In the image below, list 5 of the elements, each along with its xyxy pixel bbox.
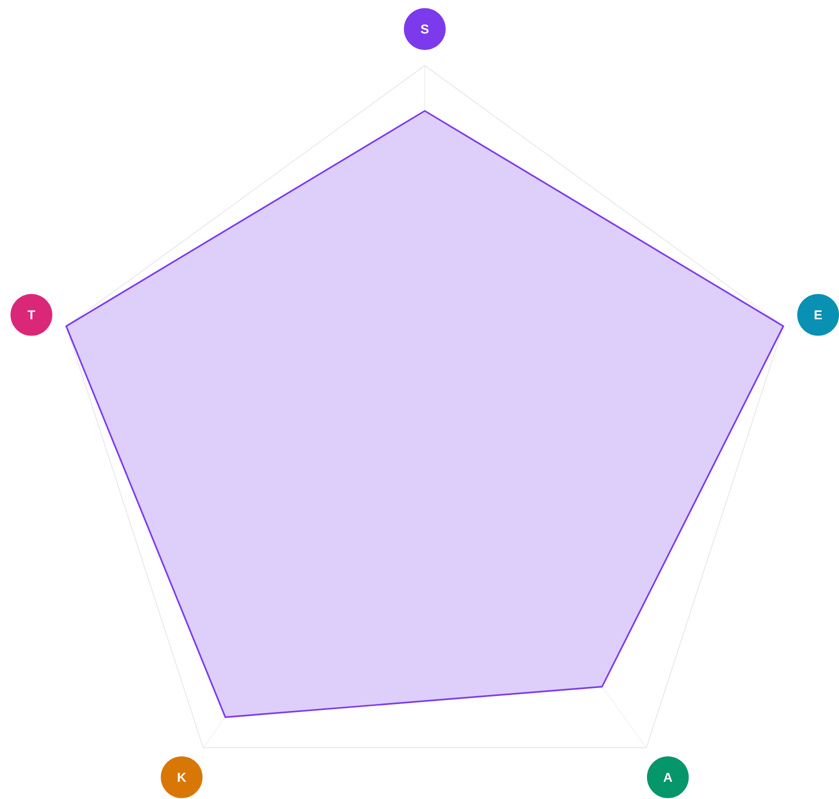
spoke-label: E bbox=[814, 310, 822, 320]
spoke-label: K bbox=[178, 772, 186, 782]
spoke-label: S bbox=[420, 24, 429, 34]
spoke-label: T bbox=[28, 310, 36, 320]
spoke-label: A bbox=[664, 772, 672, 782]
